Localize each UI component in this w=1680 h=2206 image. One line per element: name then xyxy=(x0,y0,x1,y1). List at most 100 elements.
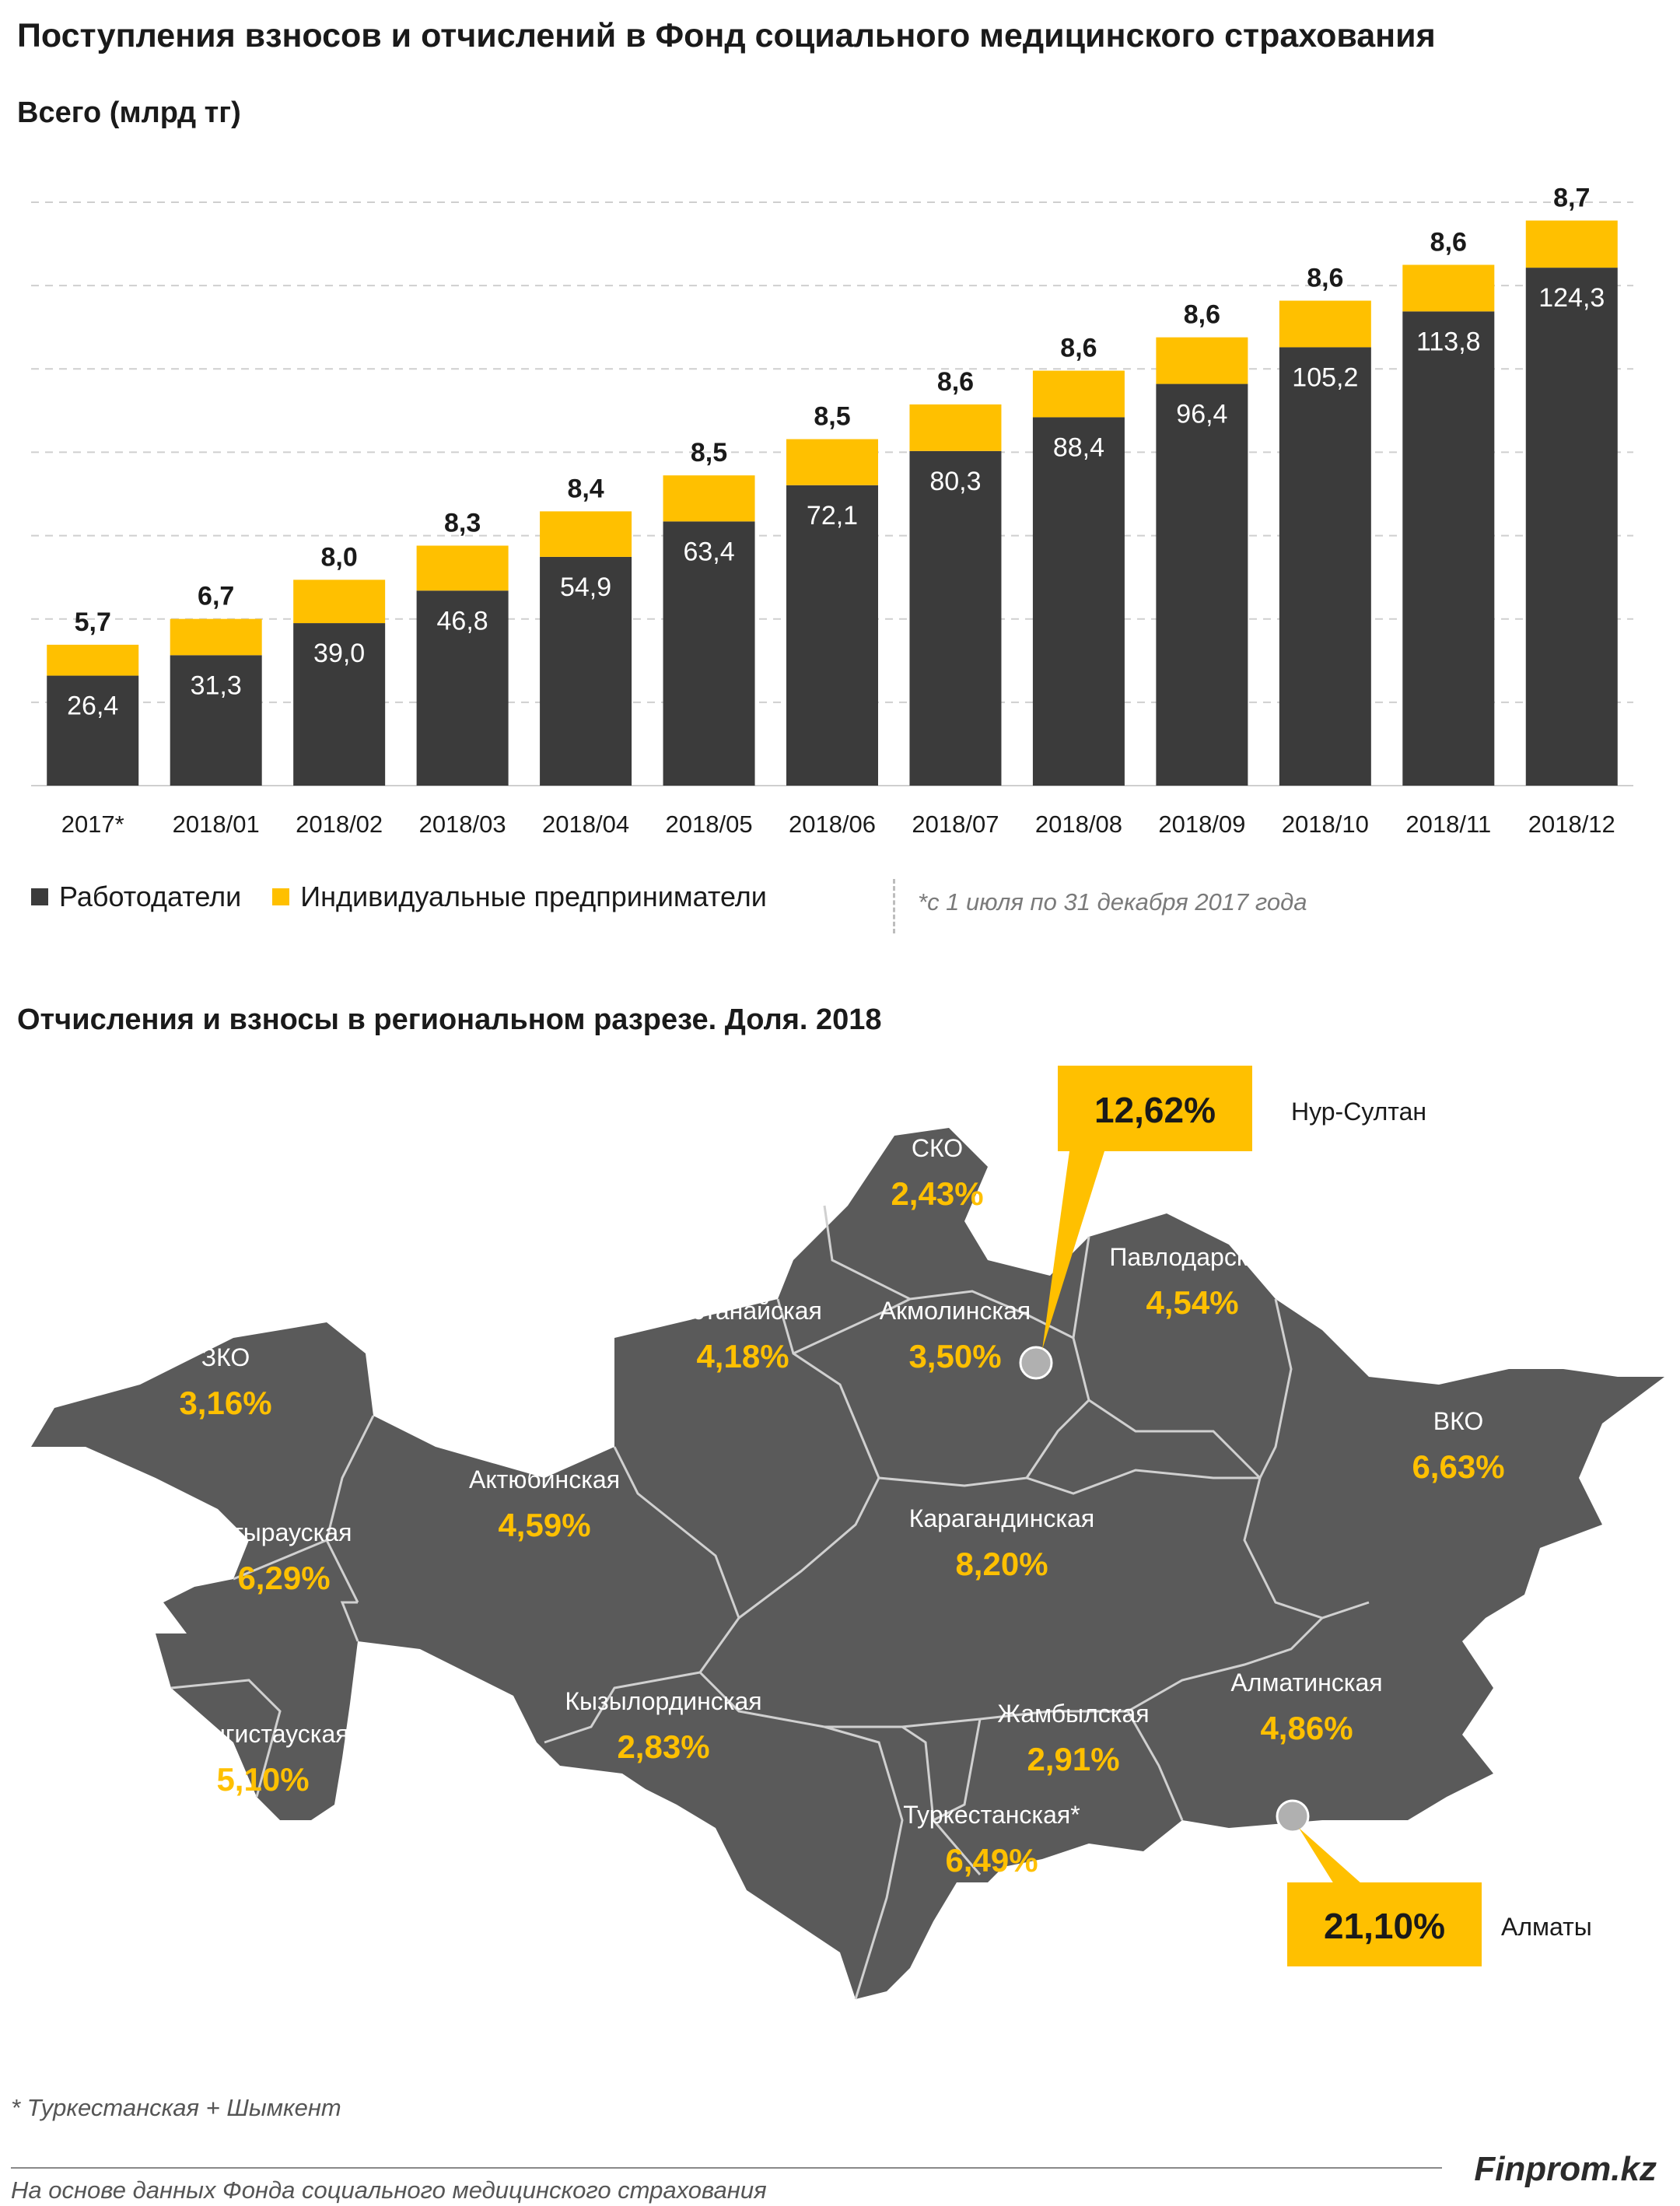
chart-subtitle: Всего (млрд тг) xyxy=(17,96,241,129)
bar-entrepreneurs xyxy=(1032,370,1125,418)
region-share: 2,83% xyxy=(617,1728,709,1765)
data-label-entrepreneurs: 8,4 xyxy=(567,474,604,503)
bar-employers xyxy=(786,485,878,786)
legend-note: *с 1 июля по 31 декабря 2017 года xyxy=(918,888,1307,916)
legend-item-entrepreneurs: Индивидуальные предприниматели xyxy=(272,881,767,913)
nur-sultan-callout-box xyxy=(1058,1066,1252,1151)
region-name: Кызылординская xyxy=(565,1687,761,1715)
bar-employers xyxy=(1402,311,1495,786)
nur-sultan-share: 12,62% xyxy=(1094,1090,1216,1130)
chart-legend: Работодатели Индивидуальные предпринимат… xyxy=(31,881,798,913)
map-silhouette xyxy=(31,1128,1664,1999)
x-tick-label: 2018/10 xyxy=(1282,811,1369,838)
data-label-entrepreneurs: 8,5 xyxy=(691,438,727,467)
nur-sultan-marker xyxy=(1019,1346,1053,1380)
bar-entrepreneurs xyxy=(663,475,755,522)
data-label-entrepreneurs: 8,6 xyxy=(1430,227,1467,257)
footer-divider xyxy=(11,2167,1442,2169)
almaty-marker xyxy=(1276,1799,1310,1833)
bar-employers xyxy=(293,623,386,786)
data-label-employers: 46,8 xyxy=(437,606,488,636)
region-name: Мангистауская xyxy=(177,1720,348,1748)
region-name: Актюбинская xyxy=(469,1465,620,1493)
footnote: * Туркестанская + Шымкент xyxy=(11,2094,341,2121)
data-label-employers: 39,0 xyxy=(313,639,365,668)
data-label-employers: 96,4 xyxy=(1176,400,1227,429)
x-tick-label: 2017* xyxy=(61,811,124,838)
data-label-entrepreneurs: 6,7 xyxy=(198,582,234,611)
region-name: Павлодарская xyxy=(1109,1243,1275,1271)
region-share: 2,43% xyxy=(891,1175,983,1212)
data-label-entrepreneurs: 8,7 xyxy=(1553,184,1590,213)
region-name: Акмолинская xyxy=(880,1297,1031,1325)
bar-entrepreneurs xyxy=(786,439,878,485)
data-label-entrepreneurs: 8,6 xyxy=(1060,334,1097,363)
data-label-employers: 124,3 xyxy=(1538,283,1605,313)
data-label-entrepreneurs: 8,6 xyxy=(1307,264,1343,293)
region-name: Карагандинская xyxy=(909,1504,1095,1532)
map-title: Отчисления и взносы в региональном разре… xyxy=(17,1003,882,1036)
region-share: 4,86% xyxy=(1260,1710,1353,1746)
region-name: Туркестанская* xyxy=(903,1801,1080,1829)
bar-entrepreneurs xyxy=(1279,300,1371,348)
data-label-entrepreneurs: 8,6 xyxy=(937,367,974,397)
almaty-callout-pointer xyxy=(1299,1828,1369,1890)
source-note: На основе данных Фонда социального медиц… xyxy=(11,2176,767,2204)
bar-employers xyxy=(1032,417,1125,786)
region-share: 4,59% xyxy=(498,1507,590,1543)
region-share: 6,63% xyxy=(1412,1448,1504,1485)
almaty-share: 21,10% xyxy=(1324,1906,1445,1946)
data-label-entrepreneurs: 8,6 xyxy=(1184,300,1220,330)
bar-entrepreneurs xyxy=(47,644,139,676)
bar-employers xyxy=(416,590,509,786)
region-share: 4,54% xyxy=(1146,1284,1238,1321)
data-label-entrepreneurs: 8,3 xyxy=(444,508,481,537)
region-share: 4,18% xyxy=(696,1338,789,1374)
bar-entrepreneurs xyxy=(416,545,509,591)
brand-logo: Finprom.kz xyxy=(1474,2150,1657,2188)
data-label-employers: 88,4 xyxy=(1053,432,1104,462)
region-share: 6,49% xyxy=(945,1842,1038,1879)
x-tick-label: 2018/06 xyxy=(789,811,876,838)
stacked-bar-chart: 26,4 5,7 2017* 31,3 6,7 2018/01 39,0 8,0 2018/02… xyxy=(31,184,1633,838)
region-share: 5,10% xyxy=(216,1761,309,1798)
bar-employers xyxy=(540,556,632,786)
bar-entrepreneurs xyxy=(909,404,1002,451)
bar-employers xyxy=(1525,268,1618,786)
region-name: Атырауская xyxy=(216,1518,352,1546)
legend-label-employers: Работодатели xyxy=(59,881,242,912)
bar-employers xyxy=(170,655,262,786)
data-label-employers: 105,2 xyxy=(1292,362,1358,392)
region-name: Костанайская xyxy=(663,1297,822,1325)
data-label-entrepreneurs: 8,0 xyxy=(321,542,358,572)
bar-employers xyxy=(909,450,1002,786)
region-labels: СКО 2,43% Павлодарская 4,54% Костанайская 4,1… xyxy=(177,1134,1504,1879)
data-label-employers: 72,1 xyxy=(807,501,858,530)
bar-entrepreneurs xyxy=(1156,337,1248,384)
nur-sultan-callout-pointer xyxy=(1042,1151,1104,1350)
x-tick-label: 2018/11 xyxy=(1405,811,1491,838)
data-label-employers: 26,4 xyxy=(67,692,118,721)
region-share: 2,91% xyxy=(1027,1741,1119,1777)
region-share: 3,50% xyxy=(908,1338,1001,1374)
x-tick-label: 2018/12 xyxy=(1528,811,1615,838)
bar-entrepreneurs xyxy=(1402,264,1495,312)
data-label-employers: 80,3 xyxy=(929,467,981,496)
bar-entrepreneurs xyxy=(1525,220,1618,268)
bar-entrepreneurs xyxy=(540,511,632,557)
data-label-employers: 113,8 xyxy=(1416,327,1481,356)
x-tick-label: 2018/02 xyxy=(296,811,383,838)
x-tick-label: 2018/09 xyxy=(1158,811,1245,838)
nur-sultan-name: Нур-Султан xyxy=(1291,1098,1426,1126)
legend-label-entrepreneurs: Индивидуальные предприниматели xyxy=(300,881,767,912)
legend-divider xyxy=(893,879,895,933)
x-tick-label: 2018/01 xyxy=(173,811,260,838)
x-tick-label: 2018/05 xyxy=(666,811,753,838)
region-name: ЗКО xyxy=(201,1343,250,1371)
region-name: Жамбылская xyxy=(997,1700,1149,1728)
bar-entrepreneurs xyxy=(293,580,386,624)
x-tick-label: 2018/08 xyxy=(1035,811,1122,838)
x-tick-label: 2018/07 xyxy=(912,811,999,838)
legend-item-employers: Работодатели xyxy=(31,881,241,913)
bar-employers xyxy=(47,675,139,786)
